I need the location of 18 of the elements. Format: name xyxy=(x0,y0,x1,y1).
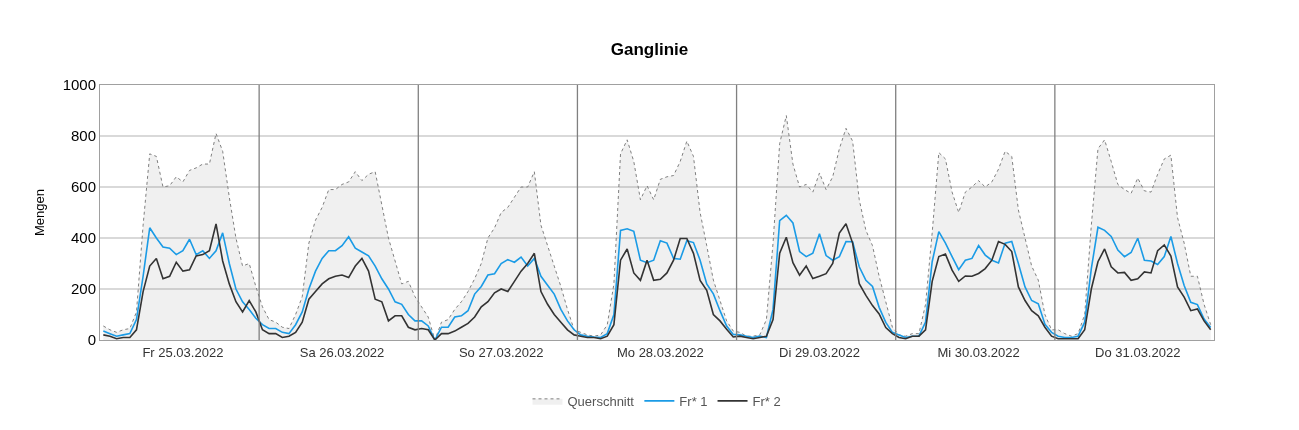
y-tick-label: 200 xyxy=(70,280,96,298)
y-axis-title: Mengen xyxy=(31,189,47,236)
x-tick-label: So 27.03.2022 xyxy=(458,344,544,360)
x-tick-label: Di 29.03.2022 xyxy=(778,344,860,360)
y-tick-label: 400 xyxy=(70,229,96,247)
y-tick-label: 600 xyxy=(70,178,96,196)
y-tick-label: 0 xyxy=(87,331,96,349)
y-tick-label: 1000 xyxy=(62,76,96,94)
legend-label: Fr* 2 xyxy=(752,393,781,409)
x-tick-label: Fr 25.03.2022 xyxy=(142,344,224,360)
legend-label: Fr* 1 xyxy=(679,393,708,409)
y-tick-label: 800 xyxy=(70,127,96,145)
x-tick-label: Mi 30.03.2022 xyxy=(937,344,1020,360)
x-tick-label: Mo 28.03.2022 xyxy=(616,344,704,360)
x-tick-label: Sa 26.03.2022 xyxy=(299,344,385,360)
chart-title: Ganglinie xyxy=(610,39,689,59)
x-tick-label: Do 31.03.2022 xyxy=(1095,344,1181,360)
legend-label: Querschnitt xyxy=(567,393,635,409)
